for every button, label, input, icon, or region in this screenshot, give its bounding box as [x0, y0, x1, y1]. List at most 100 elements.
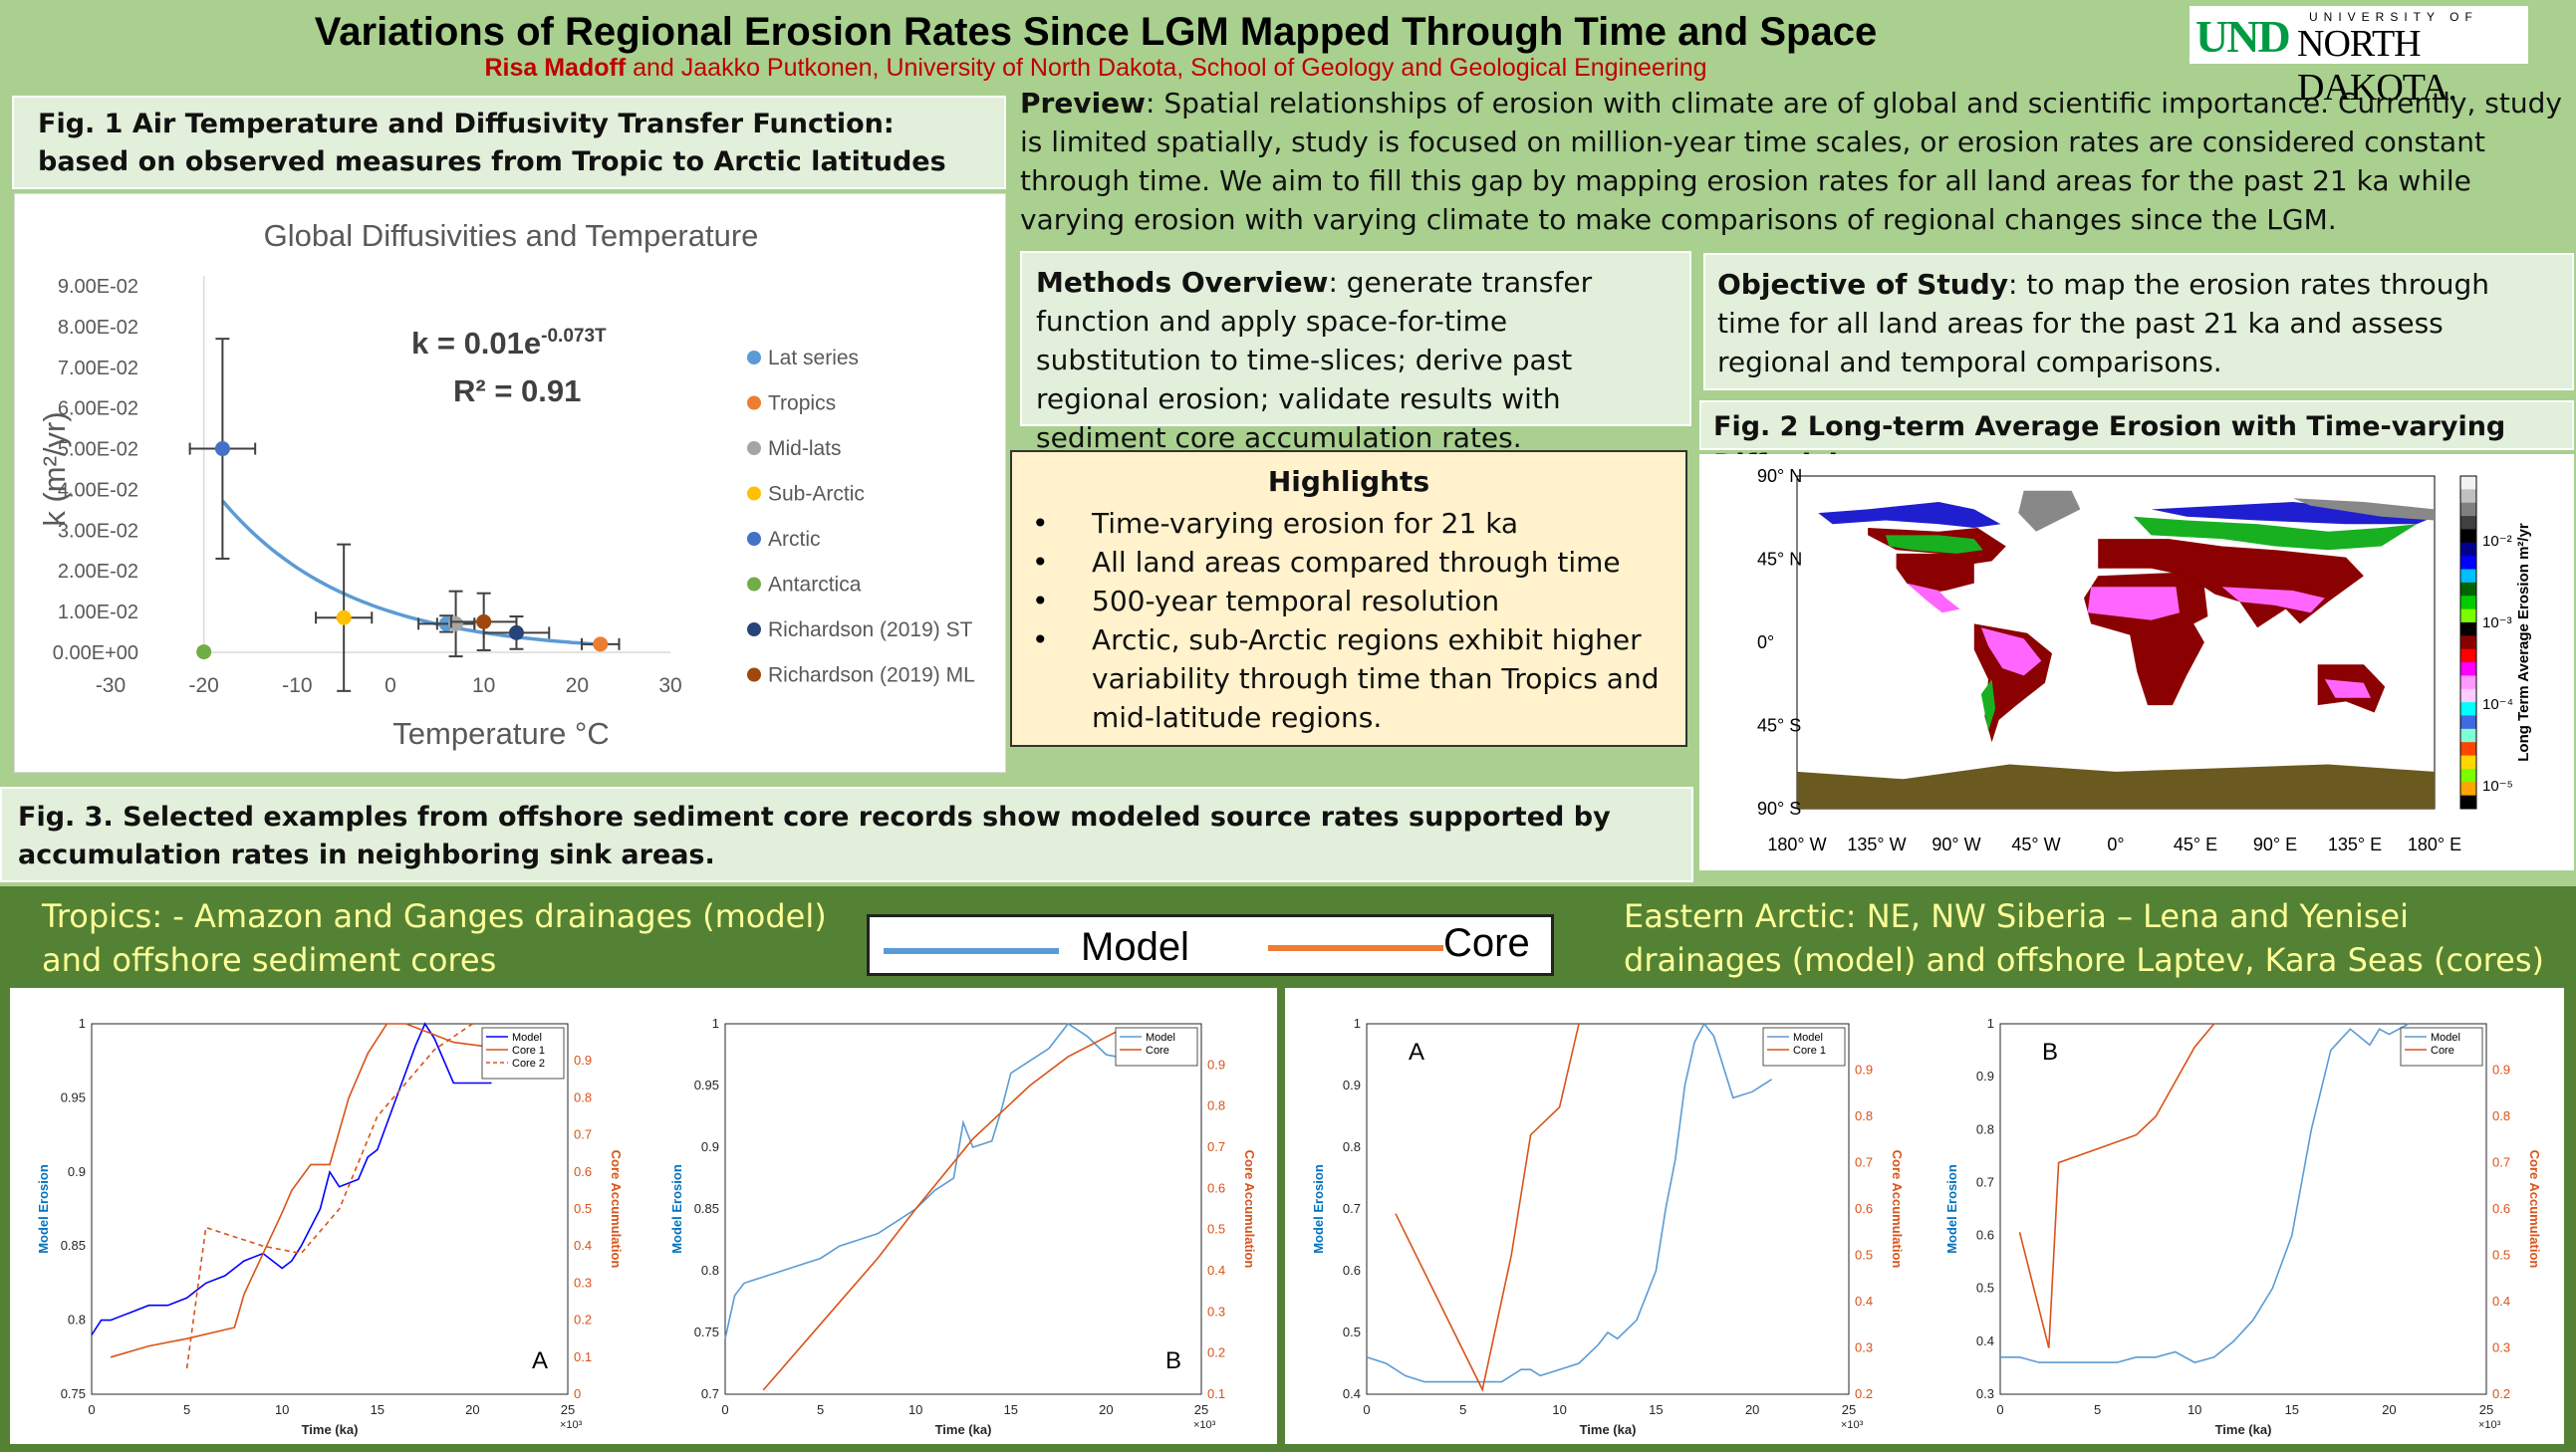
x-tick-label: 25 — [2479, 1402, 2493, 1417]
plot-frame — [1366, 1023, 1850, 1395]
x-tick-label: 5 — [2094, 1402, 2101, 1417]
methods-label: Methods Overview — [1036, 266, 1329, 299]
series-line — [110, 1023, 483, 1358]
series-line — [1395, 1023, 1580, 1392]
x-tick-label: -30 — [96, 674, 126, 697]
lon-label: 90° E — [2253, 835, 2297, 854]
fig1-chart-panel: Global Diffusivities and Temperature 0.00… — [14, 193, 1006, 773]
objective-box: Objective of Study: to map the erosion r… — [1703, 253, 2574, 390]
y-tick-label: 0.7 — [1343, 1201, 1361, 1216]
legend-label: Core 1 — [512, 1045, 545, 1057]
x-tick-label: 25 — [561, 1402, 575, 1417]
logo-name: NORTH DAKOTA. — [2297, 23, 2457, 109]
legend-marker — [747, 351, 761, 364]
y-tick-label: 1 — [79, 1016, 86, 1031]
x-tick-label: 15 — [1649, 1402, 1663, 1417]
arctic-panel: 0 5 10 15 20 25 0.4 0.5 0.6 0.7 0.8 0.9 1 0.2 0.3 0.4 0.… — [1285, 988, 2564, 1444]
highlight-text: Time-varying erosion for 21 ka — [1092, 507, 1519, 540]
y-tick-label: 0.8 — [1976, 1121, 1994, 1136]
y-axis-label: k (m²/yr) — [37, 411, 72, 526]
y-tick-label: 0.6 — [1343, 1263, 1361, 1278]
y-tick-label: 0.4 — [1976, 1333, 1994, 1348]
land-region — [2018, 490, 2081, 532]
y2-tick-label: 0.9 — [1855, 1063, 1873, 1078]
highlight-item: • All land areas compared through time — [1012, 543, 1685, 582]
y-tick-label: 0.9 — [701, 1139, 719, 1154]
legend-marker — [747, 395, 761, 410]
colorbar-segment — [2460, 715, 2476, 730]
colorbar-segment — [2460, 621, 2476, 636]
colorbar-segment — [2460, 476, 2476, 490]
land-region — [1896, 553, 1974, 595]
legend-label: Model — [1793, 1032, 1823, 1044]
lon-label: 45° E — [2174, 835, 2217, 854]
legend-box — [1115, 1027, 1198, 1067]
fig3-caption-box: Fig. 3. Selected examples from offshore … — [0, 787, 1693, 882]
y-axis-label: Model Erosion — [36, 1164, 51, 1254]
data-point-group — [315, 543, 374, 692]
x-axis-label: Temperature °C — [392, 716, 609, 751]
colorbar-segment — [2460, 596, 2476, 610]
lat-label: 0° — [1757, 632, 1774, 652]
highlights-title: Highlights — [1267, 465, 1430, 498]
land-region — [2087, 587, 2180, 620]
y2-tick-label: 0.1 — [574, 1349, 592, 1364]
data-point — [593, 636, 609, 652]
land-region — [2221, 587, 2325, 613]
lat-label: 45° S — [1757, 716, 1801, 736]
chart-title: Global Diffusivities and Temperature — [264, 218, 759, 253]
colorbar-frame — [2459, 475, 2477, 810]
colorbar-segment — [2460, 662, 2476, 676]
highlight-text: 500-year temporal resolution — [1092, 585, 1500, 617]
y-tick-label: 0.5 — [1976, 1281, 1994, 1296]
trendline — [221, 499, 597, 646]
equation-exponent: -0.073T — [541, 326, 607, 347]
y-tick-label: 0.7 — [701, 1386, 719, 1401]
colorbar-segment — [2460, 702, 2476, 716]
y2-tick-label: 0.3 — [574, 1275, 592, 1290]
series-line — [2018, 1023, 2215, 1348]
colorbar-segment — [2460, 755, 2476, 770]
legend-marker — [747, 532, 761, 546]
data-point — [508, 624, 524, 640]
tropics-title: Tropics: - Amazon and Ganges drainages (… — [42, 897, 827, 979]
y-tick-label: 1 — [712, 1016, 719, 1031]
plot-frame — [1999, 1023, 2487, 1395]
data-point-group — [435, 590, 476, 658]
y2-tick-label: 0.8 — [1855, 1108, 1873, 1123]
legend-label: Antarctica — [768, 574, 862, 597]
y2-tick-label: 0.7 — [1207, 1139, 1225, 1154]
y2-tick-label: 0.3 — [1855, 1340, 1873, 1355]
y-tick-label: 0.8 — [701, 1263, 719, 1278]
bullet-icon: • — [1032, 585, 1049, 617]
fig2-map: 90° N 45° N 0° 45° S 90° S 180° W 135° W 90° W 4… — [1757, 466, 2532, 854]
y-tick-label: 0.4 — [1343, 1386, 1361, 1401]
x-tick-label: 5 — [183, 1402, 190, 1417]
series-line — [724, 1022, 1126, 1339]
arctic-title: Eastern Arctic: NE, NW Siberia – Lena an… — [1624, 897, 2544, 979]
legend-label: Model — [1146, 1032, 1175, 1044]
y-tick-label: 0.75 — [61, 1386, 86, 1401]
methods-text: : generate transfer function and apply s… — [1036, 266, 1593, 454]
land-region — [1797, 764, 2435, 809]
y2-tick-label: 0.3 — [1207, 1304, 1225, 1319]
x-tick-label: 15 — [1004, 1402, 1018, 1417]
legend-label: Lat series — [768, 347, 859, 369]
tropics-chart-a: 0 5 10 15 20 250.750.80.850.90.95100.10.20.30… — [36, 1016, 624, 1437]
legend-marker — [747, 486, 761, 501]
objective-label: Objective of Study — [1717, 268, 2008, 301]
x-tick-label: 20 — [1099, 1402, 1113, 1417]
x-tick-label: 0 — [721, 1402, 728, 1417]
y-tick-label: 8.00E-02 — [58, 317, 138, 339]
y2-axis-label: Core Accumulation — [609, 1150, 624, 1269]
legend-core-line — [1268, 945, 1443, 951]
lat-label: 90° S — [1757, 799, 1801, 819]
y2-tick-label: 0.7 — [1855, 1155, 1873, 1170]
y-axis-label: Model Erosion — [1311, 1164, 1326, 1254]
y-tick-label: 0.8 — [68, 1313, 86, 1328]
panel-label: B — [1165, 1347, 1181, 1374]
colorbar-segment — [2460, 608, 2476, 623]
first-author: Risa Madoff — [484, 54, 627, 82]
y-tick-label: 7.00E-02 — [58, 358, 138, 379]
y2-tick-label: 0.6 — [1855, 1201, 1873, 1216]
